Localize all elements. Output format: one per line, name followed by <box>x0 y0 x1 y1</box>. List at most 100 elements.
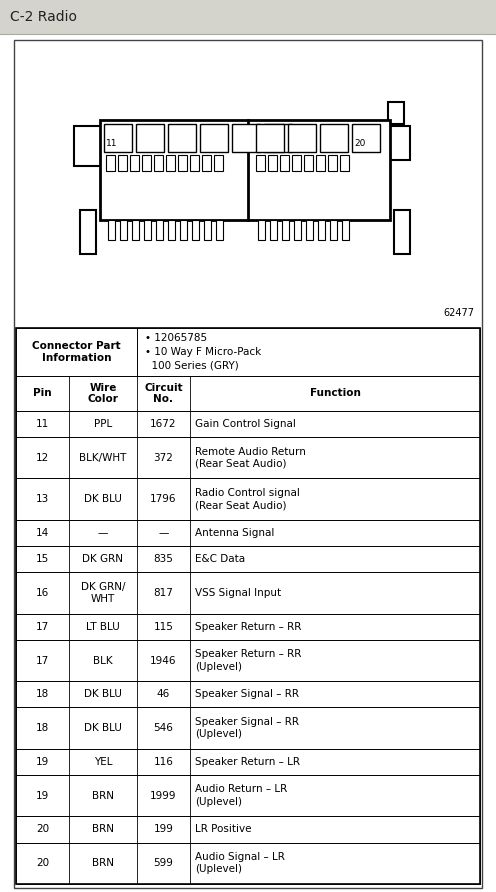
Bar <box>16 437 480 478</box>
Bar <box>178 155 187 171</box>
Text: Speaker Return – RR: Speaker Return – RR <box>195 622 302 632</box>
Bar <box>16 520 480 546</box>
Text: BRN: BRN <box>92 858 114 868</box>
Text: Circuit
No.: Circuit No. <box>144 383 183 404</box>
Bar <box>16 572 480 614</box>
Text: Speaker Return – LR: Speaker Return – LR <box>195 757 300 767</box>
Text: PPL: PPL <box>94 419 112 429</box>
Bar <box>294 220 301 240</box>
Text: 1946: 1946 <box>150 656 177 665</box>
Bar <box>16 328 136 376</box>
Bar <box>16 748 480 775</box>
Bar <box>16 478 480 520</box>
Bar <box>204 220 211 240</box>
Bar <box>352 124 380 152</box>
Text: DK GRN/
WHT: DK GRN/ WHT <box>81 582 125 604</box>
Bar <box>318 220 325 240</box>
Bar <box>342 220 349 240</box>
Text: 199: 199 <box>153 824 173 835</box>
Bar <box>168 124 196 152</box>
Bar <box>120 220 127 240</box>
Bar <box>232 124 260 152</box>
Bar <box>16 816 480 843</box>
Text: 16: 16 <box>36 588 49 598</box>
Text: 599: 599 <box>153 858 173 868</box>
Bar <box>394 210 410 254</box>
Bar <box>180 220 187 240</box>
Bar <box>100 120 390 220</box>
Text: —: — <box>158 528 169 538</box>
Text: DK BLU: DK BLU <box>84 690 122 699</box>
Bar <box>280 155 289 171</box>
Bar <box>288 124 316 152</box>
Text: E&C Data: E&C Data <box>195 554 245 564</box>
Bar <box>328 155 337 171</box>
Bar <box>320 124 348 152</box>
Bar <box>16 681 480 707</box>
Text: 116: 116 <box>153 757 173 767</box>
Text: 1999: 1999 <box>150 790 177 801</box>
Bar <box>106 155 115 171</box>
Text: VSS Signal Input: VSS Signal Input <box>195 588 281 598</box>
Bar <box>316 155 325 171</box>
Text: Speaker Signal – RR: Speaker Signal – RR <box>195 690 299 699</box>
Text: Audio Signal – LR
(Uplevel): Audio Signal – LR (Uplevel) <box>195 852 285 874</box>
Text: 18: 18 <box>36 723 49 733</box>
Text: 11: 11 <box>106 139 118 148</box>
Bar <box>108 220 115 240</box>
Text: LR Positive: LR Positive <box>195 824 251 835</box>
Bar <box>388 126 410 160</box>
Text: Radio Control signal
(Rear Seat Audio): Radio Control signal (Rear Seat Audio) <box>195 488 300 510</box>
Bar <box>16 640 480 681</box>
Text: 372: 372 <box>153 453 173 463</box>
Text: BRN: BRN <box>92 790 114 801</box>
Text: 835: 835 <box>153 554 173 564</box>
Text: 1796: 1796 <box>150 494 177 504</box>
Text: 13: 13 <box>36 494 49 504</box>
Bar <box>270 220 277 240</box>
Text: 817: 817 <box>153 588 173 598</box>
Text: Speaker Signal – RR
(Uplevel): Speaker Signal – RR (Uplevel) <box>195 717 299 739</box>
Text: 14: 14 <box>36 528 49 538</box>
Bar <box>144 220 151 240</box>
Bar <box>16 614 480 640</box>
Text: Antenna Signal: Antenna Signal <box>195 528 274 538</box>
Bar <box>292 155 301 171</box>
Text: Remote Audio Return
(Rear Seat Audio): Remote Audio Return (Rear Seat Audio) <box>195 447 306 469</box>
Bar <box>142 155 151 171</box>
Text: 546: 546 <box>153 723 173 733</box>
Text: Function: Function <box>310 388 361 399</box>
Text: 115: 115 <box>153 622 173 632</box>
Bar <box>16 707 480 748</box>
Bar <box>306 220 313 240</box>
Text: DK GRN: DK GRN <box>82 554 124 564</box>
Text: C-2 Radio: C-2 Radio <box>10 10 77 24</box>
Bar <box>16 546 480 572</box>
Bar <box>16 775 480 816</box>
Text: 62477: 62477 <box>443 308 474 318</box>
Text: 12: 12 <box>36 453 49 463</box>
Text: 1672: 1672 <box>150 419 177 429</box>
Bar <box>268 155 277 171</box>
Text: 18: 18 <box>36 690 49 699</box>
Text: 46: 46 <box>157 690 170 699</box>
Text: 17: 17 <box>36 656 49 665</box>
Bar <box>340 155 349 171</box>
Bar <box>330 220 337 240</box>
Bar <box>0 0 496 34</box>
Bar <box>216 220 223 240</box>
Text: Pin: Pin <box>33 388 52 399</box>
Text: 20: 20 <box>36 824 49 835</box>
Text: BLK/WHT: BLK/WHT <box>79 453 126 463</box>
Bar <box>282 220 289 240</box>
Bar <box>132 220 139 240</box>
Bar <box>214 155 223 171</box>
Text: DK BLU: DK BLU <box>84 723 122 733</box>
Text: DK BLU: DK BLU <box>84 494 122 504</box>
Text: 11: 11 <box>36 419 49 429</box>
Text: Connector Part
Information: Connector Part Information <box>32 341 121 363</box>
Bar <box>136 124 164 152</box>
Bar <box>16 328 480 884</box>
Text: —: — <box>98 528 108 538</box>
Text: • 12065785
• 10 Way F Micro-Pack
  100 Series (GRY): • 12065785 • 10 Way F Micro-Pack 100 Ser… <box>145 333 261 371</box>
